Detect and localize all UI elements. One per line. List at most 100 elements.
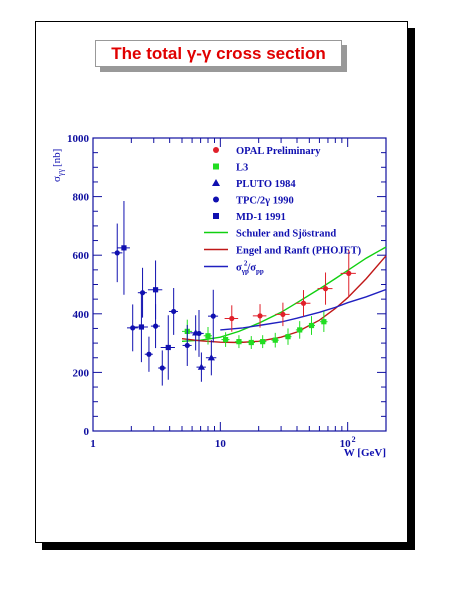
slide-frame bbox=[35, 21, 408, 543]
legend-label: TPC/2γ 1990 bbox=[236, 196, 294, 207]
data-points bbox=[111, 200, 356, 386]
data-marker bbox=[210, 313, 216, 319]
data-marker bbox=[260, 339, 266, 345]
data-marker bbox=[280, 311, 286, 317]
legend-swatch bbox=[213, 147, 219, 153]
data-point bbox=[117, 200, 130, 295]
data-marker bbox=[229, 315, 235, 322]
data-marker bbox=[138, 324, 145, 330]
y-axis-label-sub: γγ bbox=[56, 169, 65, 178]
data-marker bbox=[257, 313, 263, 319]
data-point bbox=[295, 321, 304, 339]
data-marker bbox=[165, 344, 171, 351]
y-tick-label: 800 bbox=[73, 192, 90, 204]
data-point bbox=[111, 223, 123, 283]
data-point bbox=[144, 336, 153, 372]
legend-swatch bbox=[213, 213, 219, 219]
y-axis-label: σγγ [nb] bbox=[51, 149, 65, 182]
data-point bbox=[193, 309, 204, 357]
x-tick-label: 1 bbox=[90, 438, 96, 450]
data-marker bbox=[159, 365, 165, 371]
data-point bbox=[295, 290, 311, 317]
y-tick-label: 400 bbox=[73, 309, 90, 321]
data-marker bbox=[121, 245, 127, 251]
legend-label-part: γp bbox=[241, 268, 249, 276]
y-axis-label-unit: [nb] bbox=[51, 149, 63, 167]
legend-label: PLUTO 1984 bbox=[236, 179, 296, 190]
data-marker bbox=[152, 287, 159, 293]
legend-label: Engel and Ranft (PHOJET) bbox=[236, 246, 362, 257]
data-point bbox=[234, 335, 243, 349]
data-point bbox=[247, 336, 255, 349]
data-point bbox=[340, 249, 356, 297]
data-marker bbox=[152, 323, 159, 329]
data-point bbox=[319, 311, 328, 332]
data-point bbox=[252, 304, 267, 328]
data-marker bbox=[114, 250, 120, 256]
y-tick-label: 1000 bbox=[67, 133, 90, 145]
data-point bbox=[147, 260, 163, 320]
data-marker bbox=[184, 342, 190, 349]
data-point bbox=[168, 288, 178, 335]
model-curves bbox=[181, 246, 387, 344]
curve-schuler-and-sj-strand bbox=[181, 246, 387, 342]
data-marker bbox=[139, 290, 146, 296]
legend-label-part: σ bbox=[236, 263, 242, 274]
legend-label: L3 bbox=[236, 163, 248, 174]
data-point bbox=[258, 335, 267, 349]
data-marker bbox=[297, 327, 303, 333]
data-point bbox=[275, 302, 290, 327]
data-marker bbox=[171, 308, 177, 315]
data-marker bbox=[272, 337, 278, 343]
data-marker bbox=[248, 339, 254, 346]
data-point bbox=[160, 315, 175, 380]
x-tick-exponent: 2 bbox=[352, 435, 356, 444]
legend-label-part: 2 bbox=[244, 260, 248, 268]
data-marker bbox=[205, 333, 211, 339]
curve-engel-and-ranft-phojet- bbox=[181, 255, 387, 344]
y-axis-label-main: σ bbox=[51, 176, 63, 182]
x-tick-label: 10 bbox=[215, 438, 227, 450]
data-point bbox=[221, 332, 230, 347]
data-marker bbox=[130, 325, 136, 331]
data-marker bbox=[321, 319, 327, 325]
legend: OPAL Preliminary L3 PLUTO 1984 TPC/2γ 1990 M… bbox=[204, 146, 362, 276]
data-marker bbox=[223, 336, 229, 343]
data-point bbox=[127, 304, 138, 352]
data-marker bbox=[308, 322, 315, 329]
y-tick-label: 200 bbox=[73, 367, 90, 379]
data-marker bbox=[285, 334, 291, 340]
chart-title: The total γ-γ cross section bbox=[95, 40, 342, 67]
legend-swatch bbox=[213, 163, 219, 170]
data-marker bbox=[146, 351, 152, 357]
y-tick-label: 600 bbox=[73, 250, 90, 262]
data-point bbox=[317, 272, 333, 305]
data-marker bbox=[300, 300, 307, 306]
data-point bbox=[196, 352, 206, 382]
data-point bbox=[203, 326, 212, 345]
data-point bbox=[284, 328, 292, 345]
data-point bbox=[137, 267, 147, 318]
legend-swatch bbox=[212, 179, 220, 186]
y-tick-label: 0 bbox=[84, 426, 90, 438]
data-point bbox=[158, 350, 167, 386]
legend-label: MD-1 1991 bbox=[236, 212, 286, 223]
data-marker bbox=[207, 354, 215, 361]
data-point bbox=[271, 332, 279, 348]
legend-label: σγp2/σpp bbox=[236, 260, 264, 276]
legend-label: Schuler and Sjöstrand bbox=[236, 229, 336, 240]
data-point bbox=[134, 291, 148, 363]
data-point bbox=[182, 324, 192, 366]
legend-label: OPAL Preliminary bbox=[236, 146, 321, 157]
data-point bbox=[307, 316, 316, 335]
data-point bbox=[207, 289, 219, 343]
data-marker bbox=[322, 286, 329, 292]
data-marker bbox=[346, 270, 352, 276]
data-marker bbox=[236, 339, 242, 345]
legend-label-part: /σ bbox=[246, 263, 256, 274]
data-point bbox=[224, 305, 239, 332]
legend-label-part: pp bbox=[256, 268, 264, 276]
legend-swatch bbox=[213, 196, 219, 203]
